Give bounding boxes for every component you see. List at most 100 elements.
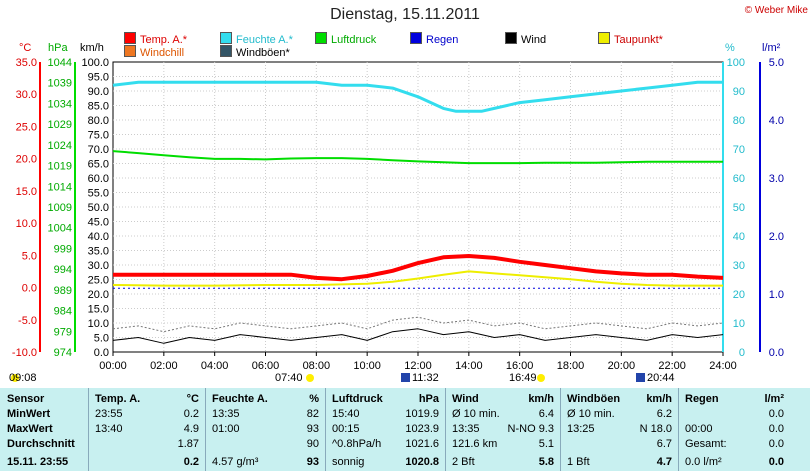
stats-cell: 1023.9	[405, 423, 439, 435]
stats-cell: 0.0 l/m²	[685, 456, 722, 468]
legend-rain-label: Regen	[426, 34, 459, 46]
temp-tick-label: 5.0	[22, 250, 37, 262]
humidity-tick-label: 90	[733, 86, 745, 98]
legend-windchill: Windchill	[124, 45, 184, 59]
rain-tick-label: 4.0	[769, 115, 784, 127]
temp-tick-label: 0.0	[22, 283, 37, 295]
stats-cell: 90	[306, 438, 319, 450]
legend-temp-label: Temp. A.*	[140, 34, 188, 46]
humidity-tick-label: 80	[733, 115, 745, 127]
temp-axis-unit: °C	[19, 42, 32, 54]
legend-rain: Regen	[410, 32, 458, 46]
humidity-tick-label: 60	[733, 173, 745, 185]
temp-tick-label: 30.0	[16, 89, 37, 101]
x-tick-label: 16:00	[506, 360, 534, 372]
stats-cell: N 18.0	[639, 423, 672, 435]
humidity-tick-label: 50	[733, 202, 745, 214]
chart-title: Dienstag, 15.11.2011	[330, 6, 480, 23]
pressure-tick-label: 994	[54, 264, 72, 276]
series-luftdruck	[112, 150, 723, 165]
sun-marker	[306, 374, 314, 382]
stats-cell: 1021.6	[405, 438, 439, 450]
humidity-tick-label: 40	[733, 231, 745, 243]
stats-cell: 0.0	[768, 408, 784, 420]
stats-cell: 13:35	[212, 408, 240, 420]
legend-pressure: Luftdruck	[315, 32, 376, 46]
wind-tick-label: 30.0	[88, 260, 109, 272]
pressure-tick-label: 1039	[48, 78, 72, 90]
x-tick-label: 12:00	[404, 360, 432, 372]
stats-cell: Ø 10 min.	[567, 408, 615, 420]
wind-tick-label: 10.0	[88, 318, 109, 330]
stats-column: Temp. A. °C 23:55 0.2 13:40 4.9 1.87 0.2	[88, 388, 206, 471]
wind-tick-label: 5.0	[94, 333, 109, 345]
wind-tick-label: 90.0	[88, 86, 109, 98]
humidity-axis-unit: %	[725, 42, 735, 54]
legend-windchill-label: Windchill	[140, 47, 185, 59]
series-tempa	[113, 254, 724, 282]
stats-cell: 4.9	[183, 423, 199, 435]
legend-gust: Windböen*	[220, 45, 290, 59]
legend-rain-swatch	[410, 32, 422, 44]
pressure-tick-label: 974	[54, 347, 72, 359]
stats-column: Regen l/m² 0.0 00:00 0.0 Gesamt: 0.0 0.0 l/m² 0.…	[678, 388, 791, 471]
wind-tick-label: 95.0	[88, 72, 109, 84]
stats-cell: N-NO 9.3	[507, 423, 554, 435]
stats-cell: km/h	[528, 393, 554, 405]
wind-tick-label: 15.0	[88, 304, 109, 316]
humidity-tick-label: 0	[739, 347, 745, 359]
stats-cell: 23:55	[95, 408, 123, 420]
stats-column: Wind km/h Ø 10 min. 6.4 13:35 N-NO 9.3 121.6 k…	[445, 388, 561, 471]
stats-cell: Wind	[452, 393, 479, 405]
row-label-min: MinWert	[7, 408, 51, 420]
stats-cell: 13:35	[452, 423, 480, 435]
moonrise-label: 11:32	[412, 372, 439, 384]
pressure-tick-label: 1034	[48, 98, 72, 110]
pressure-tick-label: 1024	[48, 140, 72, 152]
stats-cell: Windböen	[567, 393, 621, 405]
sunset-label: 16:49	[509, 372, 537, 384]
stats-cell: 6.7	[656, 438, 672, 450]
stats-cell: km/h	[646, 393, 672, 405]
x-tick-label: 20:00	[608, 360, 636, 372]
legend-wind-swatch	[505, 32, 517, 44]
wind-tick-label: 35.0	[88, 246, 109, 258]
legend-gust-label: Windböen*	[236, 47, 290, 59]
x-tick-label: 00:00	[99, 360, 127, 372]
moon-marker	[401, 373, 410, 382]
legend-wind: Wind	[505, 32, 546, 46]
x-tick-label: 22:00	[658, 360, 686, 372]
x-tick-label: 18:00	[557, 360, 585, 372]
pressure-tick-label: 1014	[48, 181, 72, 193]
pressure-tick-label: 1029	[48, 119, 72, 131]
humidity-tick-label: 30	[733, 260, 745, 272]
pressure-tick-label: 989	[54, 285, 72, 297]
stats-cell: Temp. A.	[95, 393, 141, 405]
stats-cell: 0.0	[768, 423, 784, 435]
legend-temp-swatch	[124, 32, 136, 44]
legend-windchill-swatch	[124, 45, 136, 57]
row-label-avg: Durchschnitt	[7, 438, 75, 450]
humidity-tick-label: 100	[727, 57, 745, 69]
rain-tick-label: 2.0	[769, 231, 784, 243]
stats-cell: 1020.8	[405, 456, 439, 468]
pressure-tick-label: 1009	[48, 202, 72, 214]
sunrise-label: 07:40	[275, 372, 303, 384]
wind-tick-label: 50.0	[88, 202, 109, 214]
row-label-sensor: Sensor	[7, 393, 45, 405]
stats-cell: Luftdruck	[332, 393, 383, 405]
x-tick-label: 04:00	[201, 360, 229, 372]
stats-cell: 13:25	[567, 423, 595, 435]
temp-tick-label: -5.0	[18, 315, 37, 327]
rain-tick-label: 1.0	[769, 289, 784, 301]
stats-cell: 0.2	[183, 408, 199, 420]
humidity-tick-label: 10	[733, 318, 745, 330]
stats-cell: 82	[306, 408, 319, 420]
legend-pressure-swatch	[315, 32, 327, 44]
row-label-current: 15.11. 23:55	[7, 456, 69, 468]
x-tick-label: 10:00	[353, 360, 381, 372]
series-windben	[112, 316, 724, 333]
legend-humidity-label: Feuchte A.*	[236, 34, 293, 46]
stats-cell: 1.87	[177, 438, 199, 450]
stats-cell: 15:40	[332, 408, 360, 420]
